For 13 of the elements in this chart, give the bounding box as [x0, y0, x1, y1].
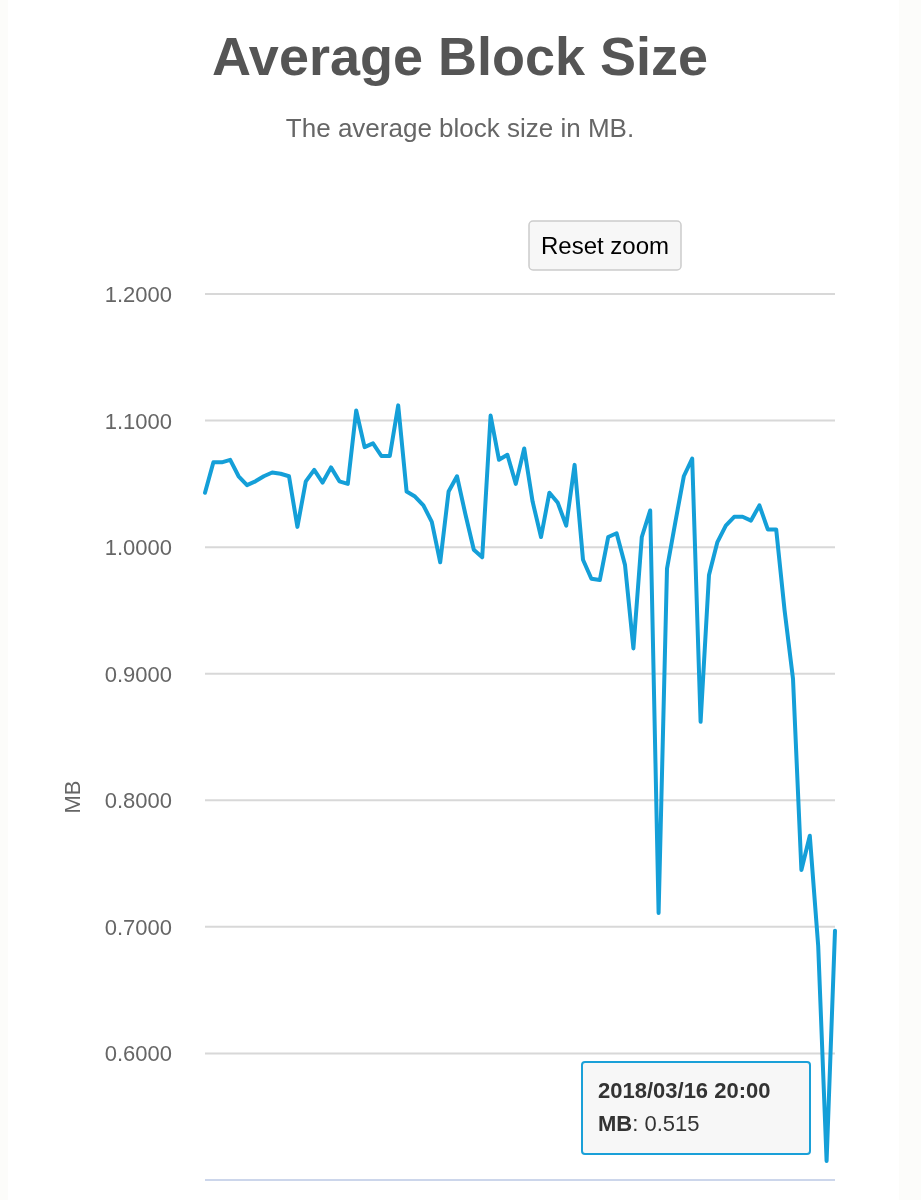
- y-tick-label: 1.0000: [104, 535, 172, 561]
- y-tick-label: 1.2000: [104, 282, 172, 307]
- annotation: 2018/03/16 20:00 MB: 0.515: [598, 1078, 771, 1136]
- line-series: [203, 403, 837, 1164]
- y-tick-label: 1.1000: [104, 408, 172, 434]
- y-axis-title: MB: [60, 780, 85, 814]
- y-tick-label: 0.8000: [104, 788, 172, 814]
- chart-title: Average Block Size: [211, 26, 709, 86]
- chart-subtitle: The average block size in MB.: [285, 113, 635, 143]
- button: Reset zoom: [528, 220, 682, 271]
- y-tick-label: 0.6000: [104, 1041, 172, 1067]
- y-tick-label: 0.7000: [104, 914, 172, 940]
- y-tick-label: 0.9000: [104, 661, 172, 687]
